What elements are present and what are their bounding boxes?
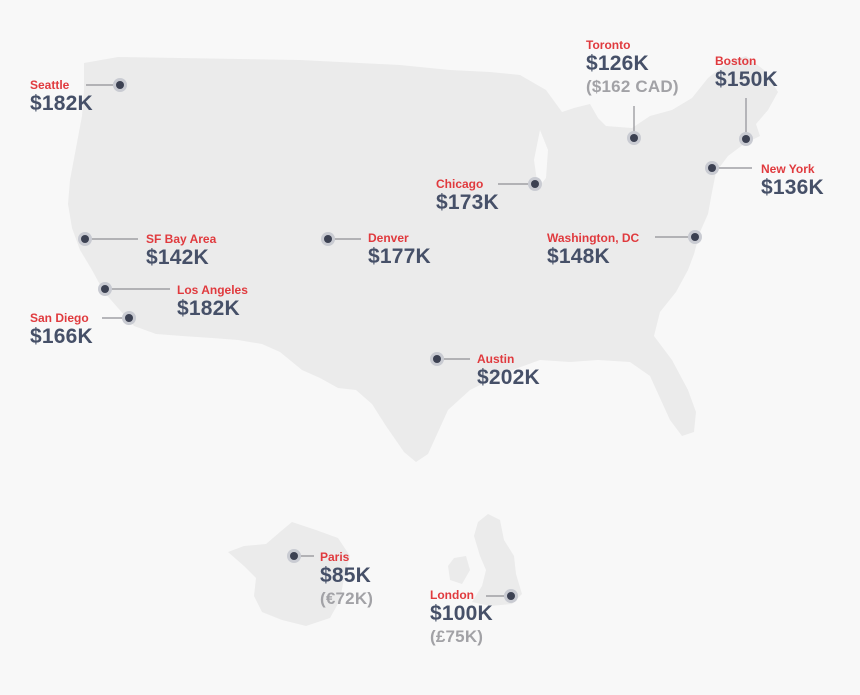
city-name: Chicago	[436, 177, 484, 191]
new-york-marker[interactable]	[705, 161, 719, 175]
austin-label: Austin $202K	[477, 352, 540, 390]
san-diego-marker[interactable]	[122, 311, 136, 325]
local-currency-value: ($162 CAD)	[586, 77, 679, 96]
sf-bay-area-label: SF Bay Area $142K	[146, 232, 216, 270]
salary-value: $150K	[715, 68, 778, 91]
chicago-label: Chicago $173K	[436, 177, 499, 215]
city-name: Los Angeles	[177, 283, 248, 297]
ireland-landmass	[448, 556, 470, 584]
salary-value: $177K	[368, 245, 431, 268]
seattle-marker[interactable]	[113, 78, 127, 92]
washington-dc-label: Washington, DC $148K	[547, 231, 639, 269]
salary-value: $136K	[761, 176, 824, 199]
boston-marker[interactable]	[739, 132, 753, 146]
salary-value: $182K	[177, 297, 240, 320]
austin-marker[interactable]	[430, 352, 444, 366]
city-name: London	[430, 588, 474, 602]
chicago-marker[interactable]	[528, 177, 542, 191]
denver-marker[interactable]	[321, 232, 335, 246]
city-name: San Diego	[30, 311, 89, 325]
san-diego-label: San Diego $166K	[30, 311, 93, 349]
salary-value: $148K	[547, 245, 610, 268]
salary-value: $126K	[586, 52, 649, 75]
local-currency-value: (£75K)	[430, 627, 484, 646]
paris-label: Paris $85K (€72K)	[320, 550, 373, 610]
paris-marker[interactable]	[287, 549, 301, 563]
salary-value: $202K	[477, 366, 540, 389]
london-label: London $100K (£75K)	[430, 588, 493, 648]
city-name: Toronto	[586, 38, 631, 52]
city-name: Denver	[368, 231, 409, 245]
salary-value: $166K	[30, 325, 93, 348]
city-name: SF Bay Area	[146, 232, 217, 246]
salary-value: $173K	[436, 191, 499, 214]
city-name: Boston	[715, 54, 757, 68]
seattle-label: Seattle $182K	[30, 78, 93, 116]
lake-michigan-shape	[534, 130, 548, 188]
usa-landmass	[68, 56, 778, 462]
city-name: Washington, DC	[547, 231, 640, 245]
london-marker[interactable]	[504, 589, 518, 603]
salary-value: $100K	[430, 602, 493, 625]
toronto-marker[interactable]	[627, 131, 641, 145]
salary-value: $142K	[146, 246, 209, 269]
france-landmass	[228, 522, 350, 626]
sf-bay-area-marker[interactable]	[78, 232, 92, 246]
salary-value: $182K	[30, 92, 93, 115]
boston-label: Boston $150K	[715, 54, 778, 92]
new-york-label: New York $136K	[761, 162, 824, 200]
city-name: New York	[761, 162, 815, 176]
los-angeles-marker[interactable]	[98, 282, 112, 296]
city-name: Paris	[320, 550, 350, 564]
salary-value: $85K	[320, 564, 372, 587]
toronto-label: Toronto $126K ($162 CAD)	[586, 38, 679, 98]
uk-landmass	[472, 514, 522, 606]
denver-label: Denver $177K	[368, 231, 431, 269]
city-name: Seattle	[30, 78, 70, 92]
los-angeles-label: Los Angeles $182K	[177, 283, 248, 321]
washington-dc-marker[interactable]	[688, 230, 702, 244]
local-currency-value: (€72K)	[320, 589, 374, 608]
city-name: Austin	[477, 352, 515, 366]
